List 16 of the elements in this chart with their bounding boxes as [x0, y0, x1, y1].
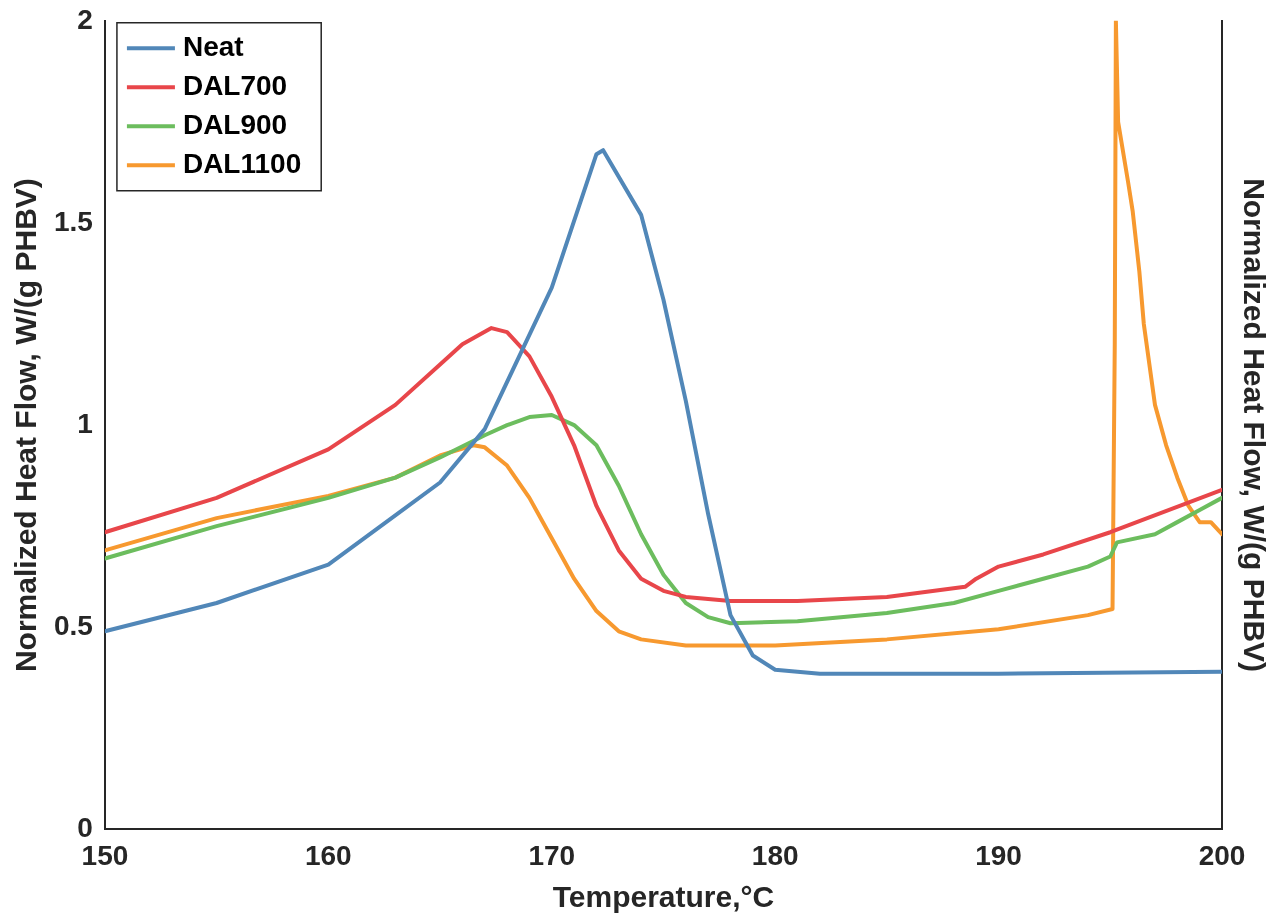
y-axis-title: Normalized Heat Flow, W/(g PHBV) — [9, 178, 43, 673]
x-tick-label: 200 — [1198, 839, 1246, 871]
y2-axis-title: Normalized Heat Flow, W/(g PHBV) — [1237, 178, 1271, 673]
legend-label: DAL1100 — [182, 148, 302, 180]
x-tick-label: 180 — [751, 839, 799, 871]
x-tick-label: 170 — [528, 839, 576, 871]
x-tick-label: 190 — [975, 839, 1022, 871]
y-tick-label: 0.5 — [53, 609, 93, 641]
y-tick-label: 1.5 — [53, 205, 93, 237]
y-tick-label: 1 — [77, 407, 93, 439]
legend-label: DAL700 — [182, 70, 288, 102]
legend-label: Neat — [182, 31, 244, 63]
legend-label: DAL900 — [182, 109, 288, 141]
y-tick-label: 2 — [77, 3, 93, 35]
x-tick-label: 160 — [304, 839, 352, 871]
x-axis-title: Temperature,°C — [552, 880, 775, 914]
